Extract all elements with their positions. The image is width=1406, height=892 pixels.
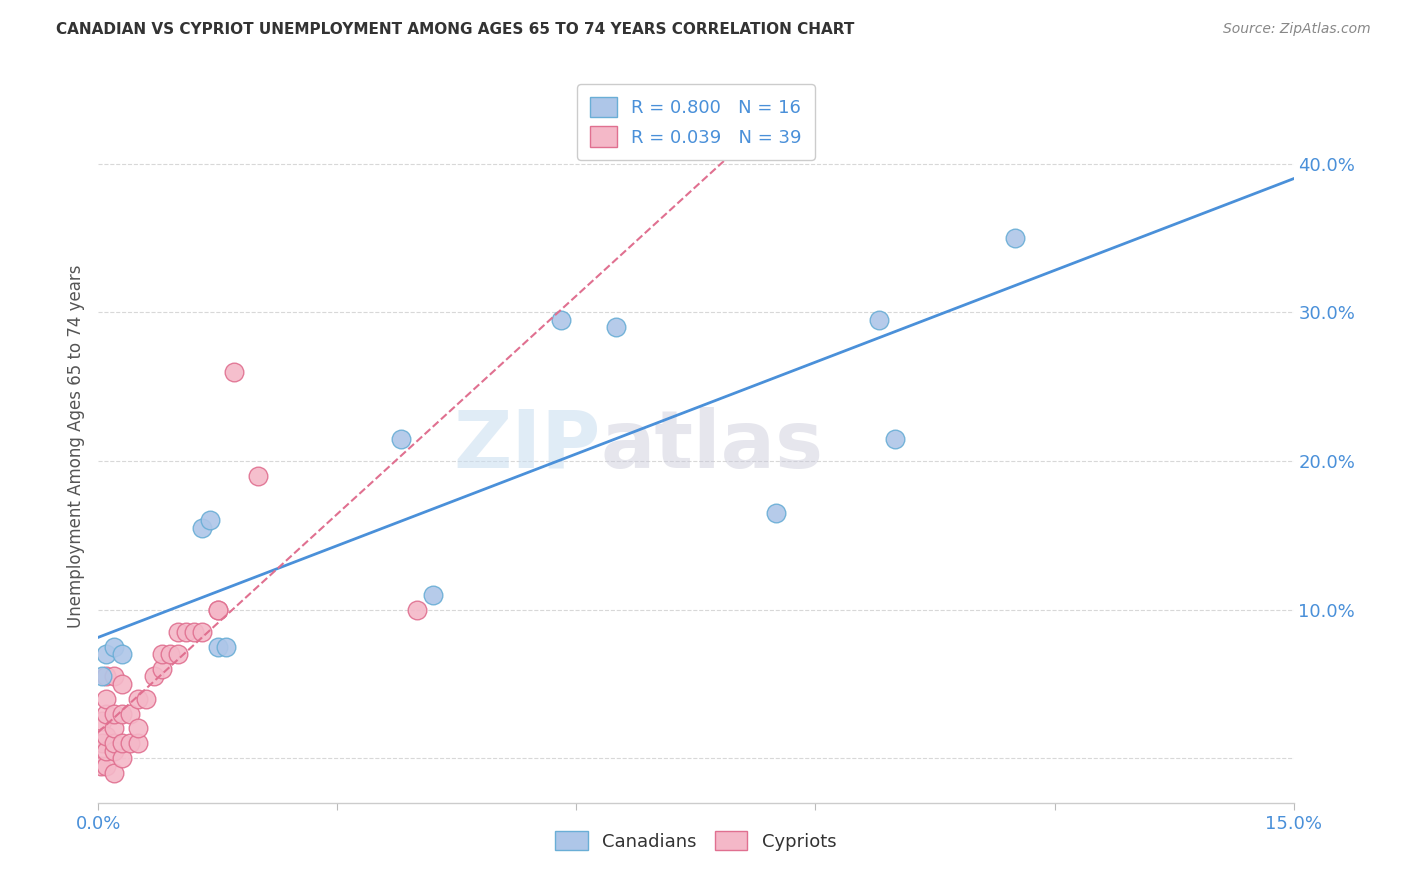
Text: ZIP: ZIP	[453, 407, 600, 485]
Point	[96, 744, 118, 758]
Point	[91, 714, 114, 728]
Point	[135, 691, 157, 706]
Point	[159, 647, 181, 661]
Point	[103, 766, 125, 780]
Point	[422, 588, 444, 602]
Point	[127, 691, 149, 706]
Point	[222, 365, 245, 379]
Point	[605, 320, 627, 334]
Point	[150, 647, 173, 661]
Point	[103, 669, 125, 683]
Point	[120, 706, 142, 721]
Point	[167, 647, 190, 661]
Point	[103, 722, 125, 736]
Point	[90, 758, 112, 772]
Point	[167, 624, 190, 639]
Point	[207, 640, 229, 654]
Point	[868, 312, 890, 326]
Point	[103, 640, 125, 654]
Point	[96, 647, 118, 661]
Point	[884, 432, 907, 446]
Point	[91, 669, 114, 683]
Point	[103, 736, 125, 750]
Point	[406, 602, 429, 616]
Text: Source: ZipAtlas.com: Source: ZipAtlas.com	[1223, 22, 1371, 37]
Point	[103, 706, 125, 721]
Point	[127, 722, 149, 736]
Point	[765, 506, 787, 520]
Point	[120, 736, 142, 750]
Point	[198, 513, 221, 527]
Point	[96, 706, 118, 721]
Point	[91, 736, 114, 750]
Point	[103, 744, 125, 758]
Point	[1004, 231, 1026, 245]
Y-axis label: Unemployment Among Ages 65 to 74 years: Unemployment Among Ages 65 to 74 years	[66, 264, 84, 628]
Point	[215, 640, 238, 654]
Point	[207, 602, 229, 616]
Point	[111, 647, 134, 661]
Text: CANADIAN VS CYPRIOT UNEMPLOYMENT AMONG AGES 65 TO 74 YEARS CORRELATION CHART: CANADIAN VS CYPRIOT UNEMPLOYMENT AMONG A…	[56, 22, 855, 37]
Point	[96, 729, 118, 743]
Point	[183, 624, 205, 639]
Point	[389, 432, 412, 446]
Point	[191, 521, 214, 535]
Point	[127, 736, 149, 750]
Point	[111, 677, 134, 691]
Text: atlas: atlas	[600, 407, 824, 485]
Point	[150, 662, 173, 676]
Point	[191, 624, 214, 639]
Point	[96, 691, 118, 706]
Point	[246, 468, 269, 483]
Point	[143, 669, 166, 683]
Point	[207, 602, 229, 616]
Point	[111, 751, 134, 765]
Point	[174, 624, 197, 639]
Point	[550, 312, 572, 326]
Legend: Canadians, Cypriots: Canadians, Cypriots	[548, 824, 844, 858]
Point	[111, 706, 134, 721]
Point	[111, 736, 134, 750]
Point	[96, 758, 118, 772]
Point	[96, 669, 118, 683]
